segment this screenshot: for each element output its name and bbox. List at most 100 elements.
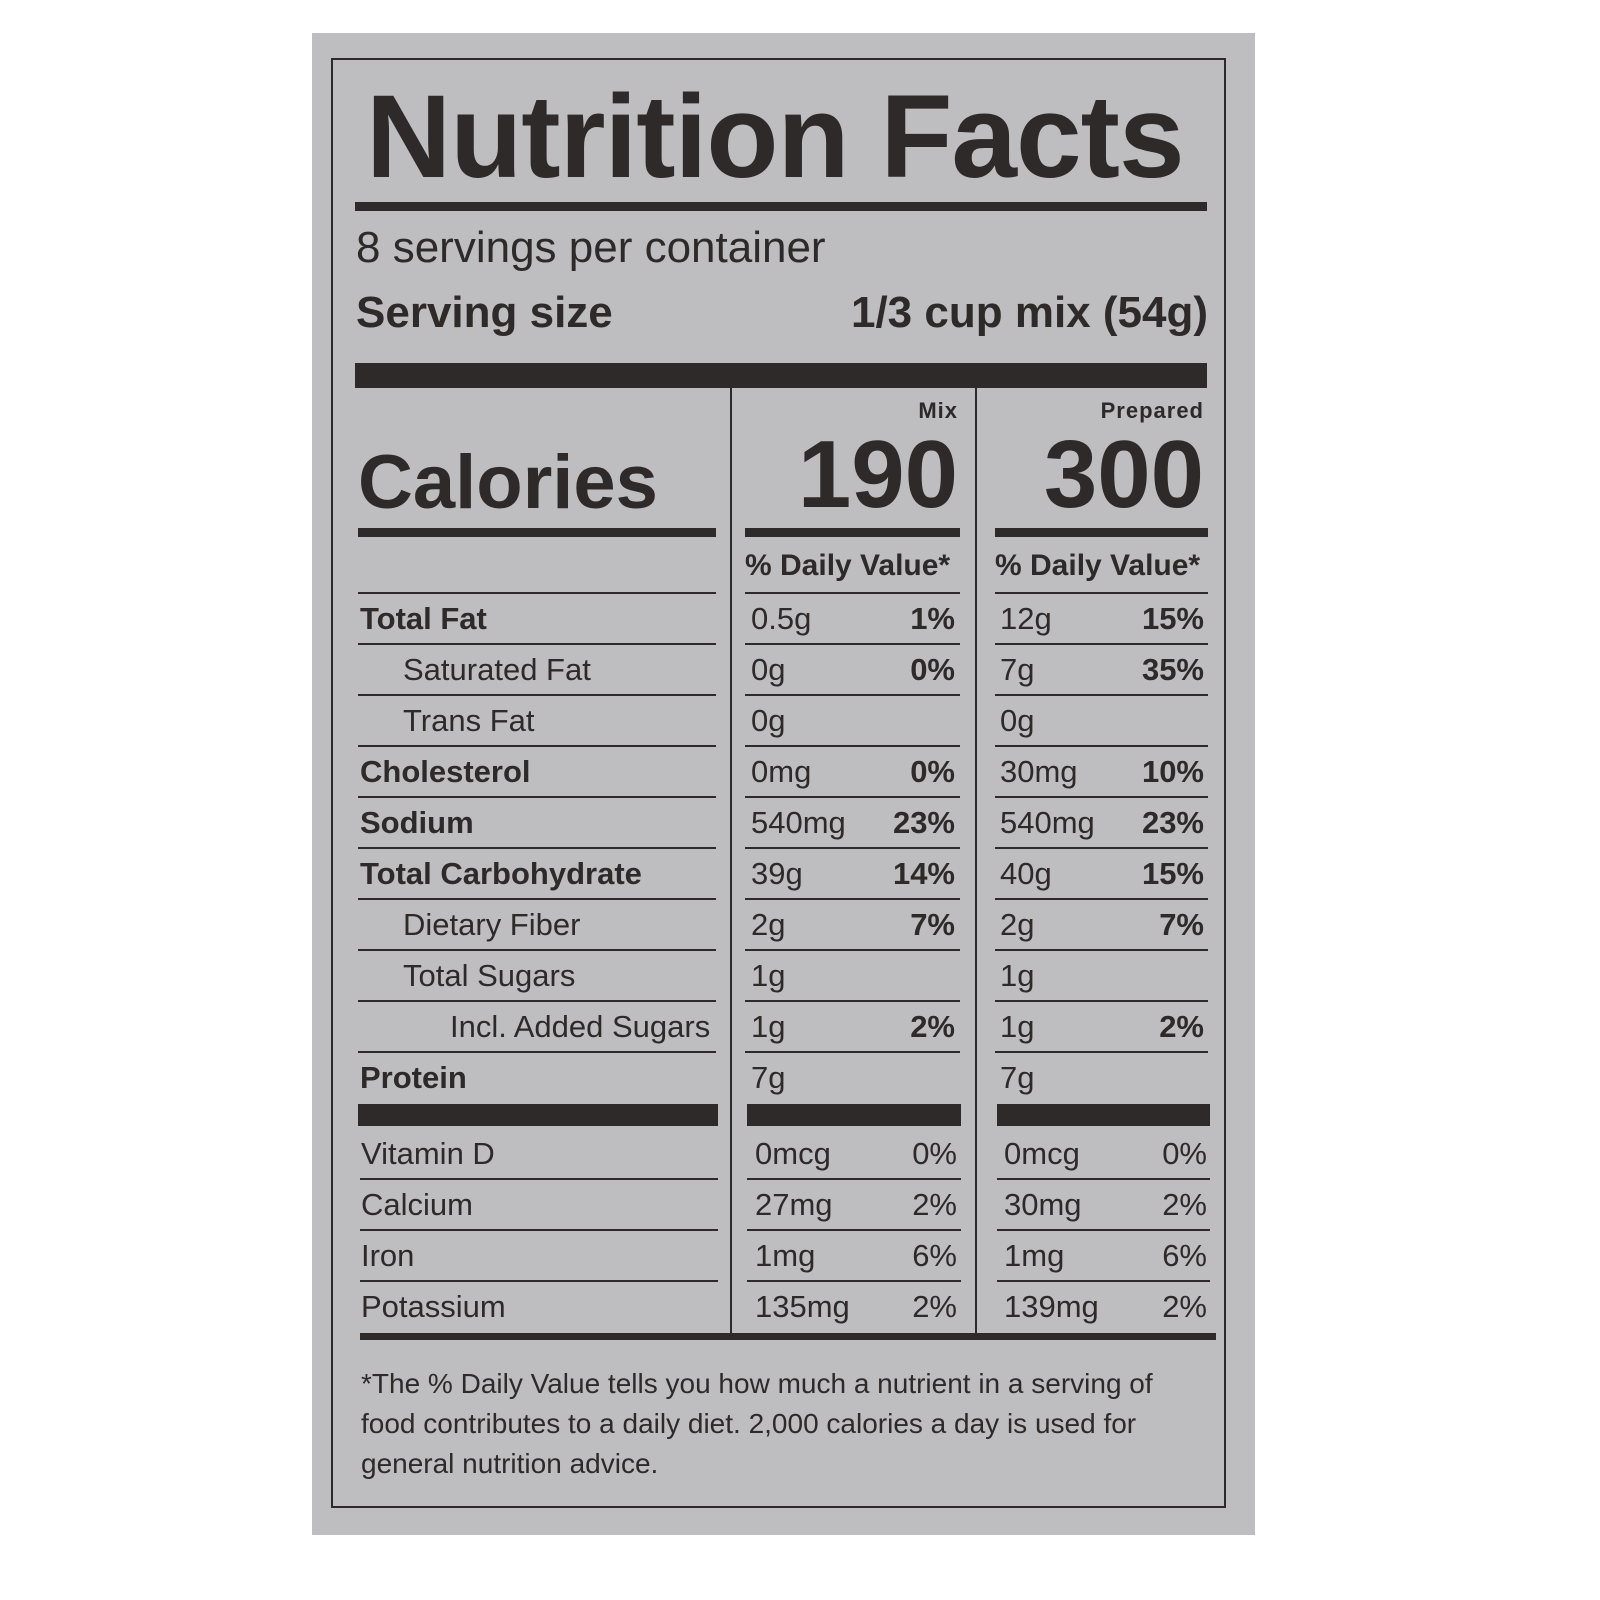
prepared-daily-value: 15% <box>1141 601 1204 636</box>
nutrient-name: Dietary Fiber <box>403 907 581 942</box>
mix-amount: 1g <box>751 958 786 993</box>
thick-divider <box>358 1104 718 1126</box>
vitamin-name: Vitamin D <box>361 1136 495 1171</box>
prepared-daily-value: 0% <box>1162 1136 1207 1171</box>
row-line <box>995 745 1208 747</box>
prepared-daily-value: 7% <box>1159 907 1204 942</box>
mix-daily-value: 2% <box>910 1009 955 1044</box>
nutrient-name: Saturated Fat <box>403 652 591 687</box>
row-line <box>745 1000 960 1002</box>
row-line <box>995 1000 1208 1002</box>
divider <box>358 528 716 537</box>
prepared-daily-value: 23% <box>1141 805 1204 840</box>
vitamin-name: Potassium <box>361 1289 506 1324</box>
row-line <box>358 1051 716 1053</box>
mix-amount: 0.5g <box>751 601 812 636</box>
prepared-column-label: Prepared <box>1100 398 1204 423</box>
prepared-amount: 1mg <box>1004 1238 1065 1273</box>
mix-amount: 1mg <box>755 1238 816 1273</box>
label-title: Nutrition Facts <box>366 71 1185 203</box>
label-border <box>331 58 1226 1508</box>
row-line <box>997 1280 1210 1282</box>
mix-daily-value: 0% <box>910 754 955 789</box>
vitamin-name: Iron <box>361 1238 415 1273</box>
calories-label: Calories <box>358 440 658 525</box>
column-divider <box>730 388 732 1335</box>
prepared-amount: 12g <box>1000 601 1052 636</box>
nutrient-name: Total Sugars <box>403 958 576 993</box>
mix-daily-value: 14% <box>892 856 955 891</box>
divider <box>355 202 1207 211</box>
prepared-daily-value: 2% <box>1162 1187 1207 1222</box>
prepared-daily-value: 2% <box>1159 1009 1204 1044</box>
prepared-amount: 1g <box>1000 958 1035 993</box>
prepared-amount: 30mg <box>1004 1187 1082 1222</box>
row-line <box>358 949 716 951</box>
mix-amount: 0mg <box>751 754 812 789</box>
row-line <box>745 796 960 798</box>
row-line <box>745 847 960 849</box>
prepared-amount: 2g <box>1000 907 1035 942</box>
prepared-daily-value: 15% <box>1141 856 1204 891</box>
serving-size-value: 1/3 cup mix (54g) <box>850 288 1208 337</box>
row-line <box>995 898 1208 900</box>
mix-column-label: Mix <box>918 398 958 423</box>
nutrient-name: Total Fat <box>360 601 487 636</box>
row-line <box>745 1051 960 1053</box>
nutrient-name: Cholesterol <box>360 754 531 789</box>
mix-daily-value: 2% <box>912 1187 957 1222</box>
mix-daily-value: 23% <box>892 805 955 840</box>
footnote: *The % Daily Value tells you how much a … <box>361 1368 1153 1479</box>
divider <box>745 528 960 537</box>
row-line <box>358 898 716 900</box>
prepared-amount: 1g <box>1000 1009 1035 1044</box>
column-divider <box>975 388 977 1335</box>
mix-amount: 0g <box>751 703 786 738</box>
divider <box>995 528 1208 537</box>
row-line <box>360 1280 718 1282</box>
serving-size-label: Serving size <box>356 288 613 337</box>
prepared-amount: 7g <box>1000 1060 1035 1095</box>
mix-daily-value: 0% <box>912 1136 957 1171</box>
vitamin-name: Calcium <box>361 1187 473 1222</box>
mix-amount: 540mg <box>751 805 846 840</box>
mix-daily-value: 7% <box>910 907 955 942</box>
row-line <box>995 796 1208 798</box>
mix-calories: 190 <box>797 421 958 528</box>
row-line <box>997 1229 1210 1231</box>
mix-amount: 135mg <box>755 1289 850 1324</box>
row-line <box>995 1051 1208 1053</box>
row-line <box>358 643 716 645</box>
nutrient-name: Trans Fat <box>403 703 535 738</box>
prepared-dv-header: % Daily Value* <box>995 549 1201 582</box>
row-line <box>358 796 716 798</box>
prepared-amount: 0g <box>1000 703 1035 738</box>
prepared-amount: 139mg <box>1004 1289 1099 1324</box>
prepared-calories: 300 <box>1043 421 1204 528</box>
divider <box>360 1333 1216 1340</box>
mix-daily-value: 6% <box>912 1238 957 1273</box>
row-line <box>997 1178 1210 1180</box>
mix-amount: 39g <box>751 856 803 891</box>
row-line <box>358 745 716 747</box>
mix-daily-value: 1% <box>910 601 955 636</box>
mix-amount: 7g <box>751 1060 786 1095</box>
mix-amount: 0g <box>751 652 786 687</box>
prepared-daily-value: 2% <box>1162 1289 1207 1324</box>
prepared-amount: 540mg <box>1000 805 1095 840</box>
row-line <box>995 643 1208 645</box>
row-line <box>360 1178 718 1180</box>
row-line <box>745 898 960 900</box>
row-line <box>747 1280 961 1282</box>
mix-daily-value: 0% <box>910 652 955 687</box>
row-line <box>747 1178 961 1180</box>
servings-per-container: 8 servings per container <box>356 223 826 272</box>
prepared-amount: 7g <box>1000 652 1035 687</box>
row-line <box>360 1229 718 1231</box>
thick-divider <box>997 1104 1210 1126</box>
nutrient-name: Total Carbohydrate <box>360 856 642 891</box>
thick-divider <box>355 363 1207 388</box>
row-line <box>358 694 716 696</box>
row-line <box>995 949 1208 951</box>
row-line <box>745 592 960 594</box>
